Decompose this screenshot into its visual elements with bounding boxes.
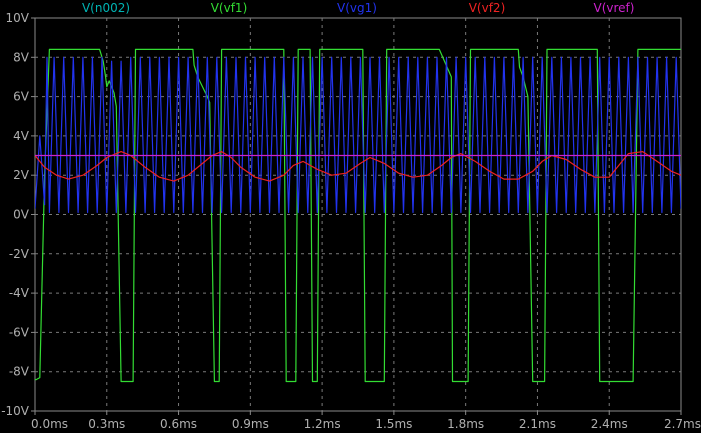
series-line-v-vf2- bbox=[35, 151, 681, 182]
x-tick-label: 2.4ms bbox=[591, 417, 628, 431]
x-tick-label: 0.3ms bbox=[88, 417, 125, 431]
x-tick-label: 1.8ms bbox=[447, 417, 484, 431]
y-tick-label: -6V bbox=[9, 325, 30, 339]
x-tick-label: 0.6ms bbox=[160, 417, 197, 431]
series-line-v-vg1- bbox=[35, 56, 681, 214]
series-line-v-vf1- bbox=[35, 48, 681, 383]
legend-label[interactable]: V(vg1) bbox=[337, 1, 377, 15]
x-tick-label: 1.5ms bbox=[375, 417, 412, 431]
y-tick-label: 4V bbox=[13, 129, 30, 143]
y-tick-label: -8V bbox=[9, 365, 30, 379]
legend-label[interactable]: V(vref) bbox=[594, 1, 635, 15]
series-group bbox=[35, 48, 681, 383]
y-tick-label: 8V bbox=[13, 50, 30, 64]
legend: V(n002) V(vf1) V(vg1) V(vf2) V(vref) bbox=[82, 1, 635, 15]
x-tick-label: 1.2ms bbox=[304, 417, 341, 431]
legend-label[interactable]: V(n002) bbox=[82, 1, 130, 15]
y-tick-label: -10V bbox=[1, 404, 30, 418]
y-tick-label: 2V bbox=[13, 168, 30, 182]
grid bbox=[31, 17, 682, 415]
y-tick-label: 0V bbox=[13, 208, 30, 222]
y-tick-label: 6V bbox=[13, 90, 30, 104]
legend-label[interactable]: V(vf1) bbox=[211, 1, 248, 15]
x-tick-label: 2.1ms bbox=[519, 417, 556, 431]
y-tick-label: -2V bbox=[9, 247, 30, 261]
y-tick-label: -4V bbox=[9, 286, 30, 300]
legend-label[interactable]: V(vf2) bbox=[469, 1, 506, 15]
x-tick-label: 0.9ms bbox=[232, 417, 269, 431]
y-tick-label: 10V bbox=[6, 11, 30, 25]
x-tick-label: 2.7ms bbox=[664, 417, 701, 431]
x-tick-label: 0.0ms bbox=[31, 417, 68, 431]
